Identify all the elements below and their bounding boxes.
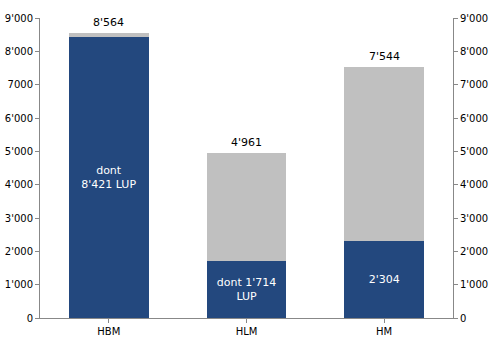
svg-text:5'000: 5'000: [5, 146, 33, 157]
svg-text:6'000: 6'000: [5, 113, 33, 124]
svg-text:6'000: 6'000: [460, 113, 488, 124]
svg-text:4'961: 4'961: [231, 136, 262, 149]
svg-text:1'000: 1'000: [460, 279, 488, 290]
svg-text:5'000: 5'000: [460, 146, 488, 157]
svg-text:4'000: 4'000: [5, 179, 33, 190]
svg-text:dont8'421 LUP: dont8'421 LUP: [81, 164, 136, 191]
svg-text:HM: HM: [376, 326, 392, 337]
svg-text:7'544: 7'544: [369, 50, 400, 63]
svg-text:8'000: 8'000: [460, 46, 488, 57]
svg-text:4'000: 4'000: [460, 179, 488, 190]
svg-text:2'000: 2'000: [460, 246, 488, 257]
svg-text:HBM: HBM: [97, 326, 120, 337]
svg-text:3'000: 3'000: [5, 213, 33, 224]
svg-text:0: 0: [460, 313, 466, 324]
svg-text:HLM: HLM: [236, 326, 258, 337]
svg-text:9'000: 9'000: [5, 13, 33, 24]
svg-text:dont 1'714LUP: dont 1'714LUP: [217, 276, 277, 303]
svg-text:2'000: 2'000: [5, 246, 33, 257]
svg-text:7'000: 7'000: [460, 79, 488, 90]
svg-text:8'000: 8'000: [5, 46, 33, 57]
svg-text:7000: 7000: [8, 79, 33, 90]
svg-text:3'000: 3'000: [460, 213, 488, 224]
svg-text:0: 0: [27, 313, 33, 324]
svg-text:9'000: 9'000: [460, 13, 488, 24]
svg-text:8'564: 8'564: [93, 16, 124, 29]
svg-text:2'304: 2'304: [369, 273, 400, 286]
svg-text:1'000: 1'000: [5, 279, 33, 290]
